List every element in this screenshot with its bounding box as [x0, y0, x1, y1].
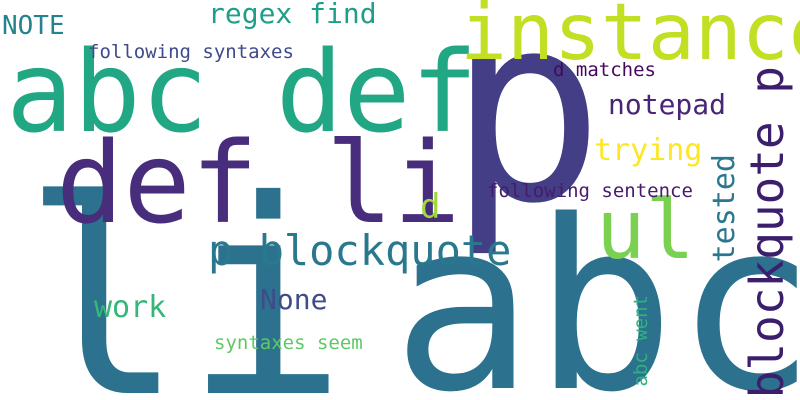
word-li: li	[22, 142, 348, 400]
word-notepad: notepad	[608, 88, 727, 121]
word-note: NOTE	[2, 11, 65, 41]
word-def-li: def li	[56, 119, 461, 249]
word-p: p	[448, 0, 605, 261]
word-p-blockquote: p blockquote	[208, 226, 512, 275]
word-d: d	[420, 187, 441, 227]
word-d-matches: d matches	[553, 59, 656, 81]
word-syntaxes-seem: syntaxes seem	[214, 332, 363, 354]
word-ul: ul	[596, 183, 695, 278]
word-blockquote-p: blockquote p	[740, 66, 794, 399]
word-trying: trying	[594, 133, 703, 168]
word-following-syntaxes: following syntaxes	[88, 41, 294, 63]
word-abc-def: abc def	[6, 28, 479, 158]
word-tested: tested	[707, 154, 742, 263]
word-abc: abc	[392, 171, 800, 400]
word-none: None	[260, 283, 328, 316]
word-instance: instance	[460, 0, 800, 78]
word-following-sentence: following sentence	[487, 180, 693, 202]
word-work: work	[94, 290, 167, 325]
word-regex-find: regex find	[208, 0, 377, 30]
word-abc-went: abc went	[630, 295, 652, 387]
